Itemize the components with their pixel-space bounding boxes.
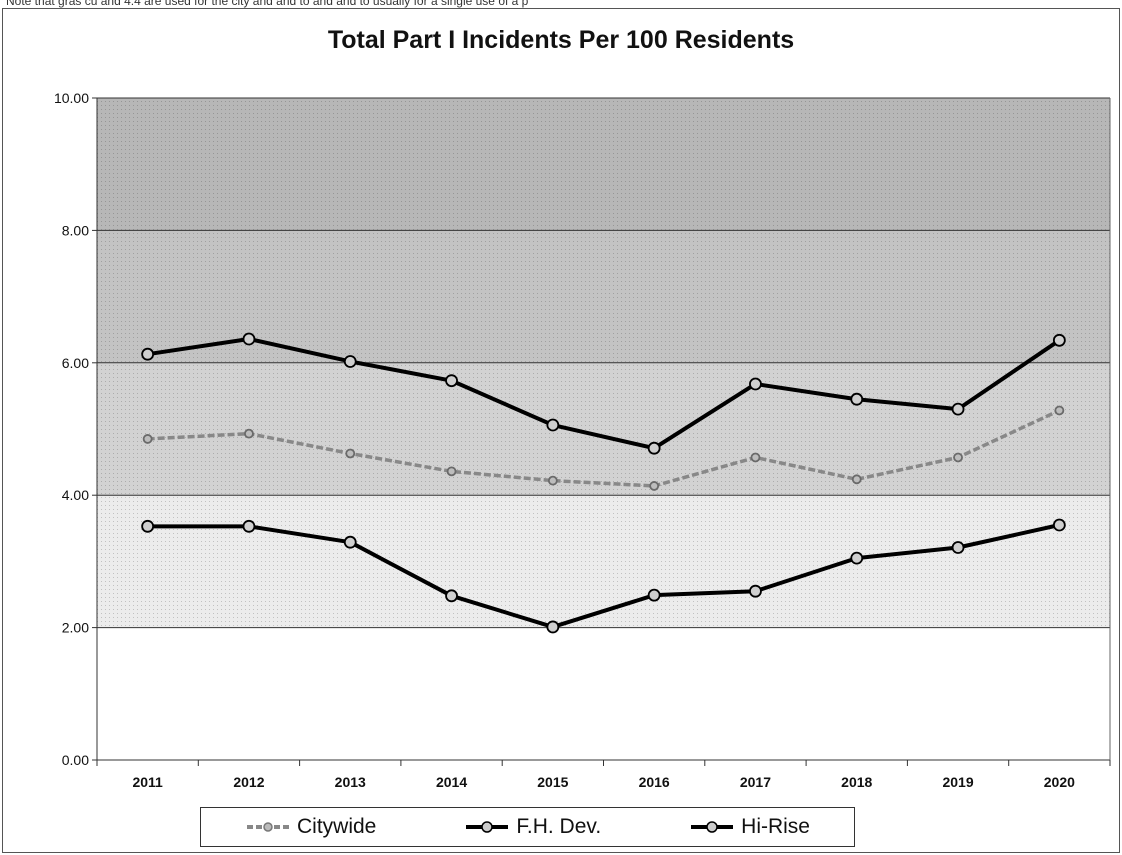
plot-band-texture (97, 362, 1110, 496)
legend-swatch-hi-rise (691, 821, 734, 833)
data-point-2 (850, 551, 864, 565)
data-point-0 (142, 434, 153, 444)
data-point-0 (851, 474, 862, 485)
plot-band-texture (97, 98, 1110, 231)
data-point-1 (242, 332, 256, 346)
series-line-0 (147, 408, 1061, 488)
legend-item-citywide: Citywide (245, 815, 376, 839)
legend-label-hi-rise: Hi-Rise (741, 815, 810, 838)
legend-swatch-fh-dev (466, 821, 509, 833)
chart-frame (2, 8, 1120, 853)
y-tick-label: 4.00 (62, 487, 89, 503)
data-point-0 (446, 466, 457, 477)
chart-title: Total Part I Incidents Per 100 Residents (327, 26, 795, 54)
y-tick-label: 0.00 (62, 752, 89, 768)
data-point-0 (649, 481, 660, 491)
y-tick-label: 10.00 (54, 90, 89, 106)
series-line-2 (147, 523, 1060, 629)
x-tick-label: 2016 (639, 774, 670, 790)
data-point-2 (445, 589, 458, 603)
x-tick-label: 2013 (335, 774, 366, 790)
data-point-0 (953, 452, 963, 463)
data-point-1 (141, 347, 155, 361)
data-point-2 (242, 519, 256, 533)
data-point-1 (951, 402, 965, 416)
data-point-1 (647, 441, 661, 455)
data-point-1 (445, 374, 458, 388)
x-tick-label: 2011 (132, 774, 163, 790)
data-point-0 (547, 475, 558, 486)
data-point-0 (244, 428, 254, 439)
data-point-0 (345, 448, 356, 459)
data-point-2 (1052, 518, 1066, 532)
data-point-2 (546, 620, 560, 634)
legend-item-fh-dev: F.H. Dev. (464, 815, 601, 839)
y-tick-label: 6.00 (62, 355, 89, 371)
line-chart: 0.00 2.00 4.00 6.00 8.00 10.00 2011 2012 2013 201… (54, 90, 1111, 790)
legend-item-hi-rise: Hi-Rise (689, 815, 810, 839)
data-point-0 (750, 452, 761, 463)
x-tick-label: 2015 (537, 774, 568, 790)
legend-label-fh-dev: F.H. Dev. (516, 815, 602, 838)
header-note: Note that gras cu and 4.4 are used for t… (6, 0, 529, 8)
x-tick-label: 2020 (1044, 774, 1075, 790)
data-point-2 (951, 541, 965, 554)
data-point-0 (1054, 405, 1065, 416)
y-tick-label: 2.00 (62, 620, 89, 636)
x-tick-label: 2018 (841, 774, 872, 790)
y-tick-label: 8.00 (62, 222, 89, 238)
x-tick-label: 2019 (942, 774, 973, 790)
data-point-1 (1052, 333, 1066, 347)
data-point-1 (749, 377, 762, 391)
plot-band-texture (97, 495, 1110, 628)
series-line-1 (147, 336, 1061, 451)
chart-legend: Citywide F.H. Dev. Hi-Rise (200, 807, 855, 847)
data-point-2 (141, 519, 155, 533)
legend-label-citywide: Citywide (297, 815, 377, 838)
x-tick-label: 2012 (233, 774, 264, 790)
data-point-1 (546, 418, 560, 432)
data-point-1 (850, 392, 864, 406)
data-point-1 (343, 355, 357, 368)
x-tick-label: 2014 (436, 774, 467, 790)
x-tick-label: 2017 (740, 774, 771, 790)
plot-band (97, 627, 1110, 760)
data-point-2 (343, 535, 357, 549)
data-point-2 (647, 588, 661, 602)
legend-swatch-citywide (247, 822, 289, 832)
data-point-2 (749, 584, 762, 598)
